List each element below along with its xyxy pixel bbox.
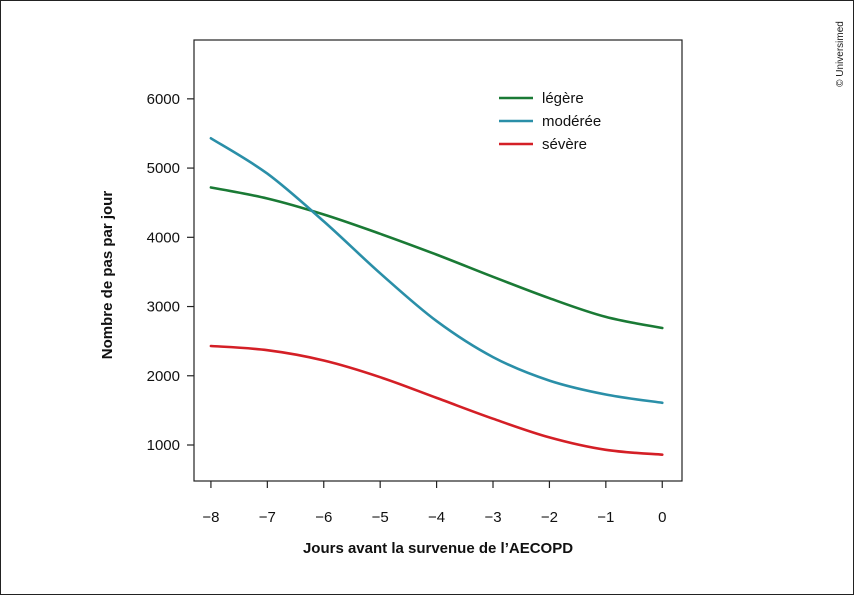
x-tick-label: −5 (372, 509, 389, 526)
series-line-severe (209, 344, 664, 456)
series-line-moderee (209, 137, 664, 405)
x-tick-label: −6 (315, 509, 332, 526)
y-tick-label: 5000 (147, 160, 180, 177)
legend-label-moderee: modérée (542, 113, 601, 130)
y-tick-label: 1000 (147, 437, 180, 454)
series-lines (209, 137, 664, 456)
legend-label-severe: sévère (542, 136, 587, 153)
x-tick-label: −1 (597, 509, 614, 526)
legend-label-legere: légère (542, 90, 584, 107)
x-axis-title: Jours avant la survenue de l’AECOPD (303, 540, 573, 557)
series-line-legere (209, 186, 664, 330)
y-tick-label: 4000 (147, 229, 180, 246)
x-tick-label: −7 (259, 509, 276, 526)
x-tick-label: −8 (202, 509, 219, 526)
credit-text: © Universimed (835, 21, 846, 87)
x-tick-label: −3 (484, 509, 501, 526)
x-axis: −8 −7 −6 −5 −4 −3 −2 −1 0 (202, 481, 666, 526)
x-tick-label: −2 (541, 509, 558, 526)
x-tick-label: −4 (428, 509, 445, 526)
x-tick-label: 0 (658, 509, 666, 526)
y-tick-label: 2000 (147, 368, 180, 385)
y-tick-label: 3000 (147, 299, 180, 316)
legend: légère modérée sévère (499, 90, 601, 153)
y-tick-label: 6000 (147, 91, 180, 108)
y-axis: 1000 2000 3000 4000 5000 6000 (147, 91, 194, 454)
plot-area-frame (193, 39, 683, 482)
y-axis-title: Nombre de pas par jour (99, 191, 116, 360)
